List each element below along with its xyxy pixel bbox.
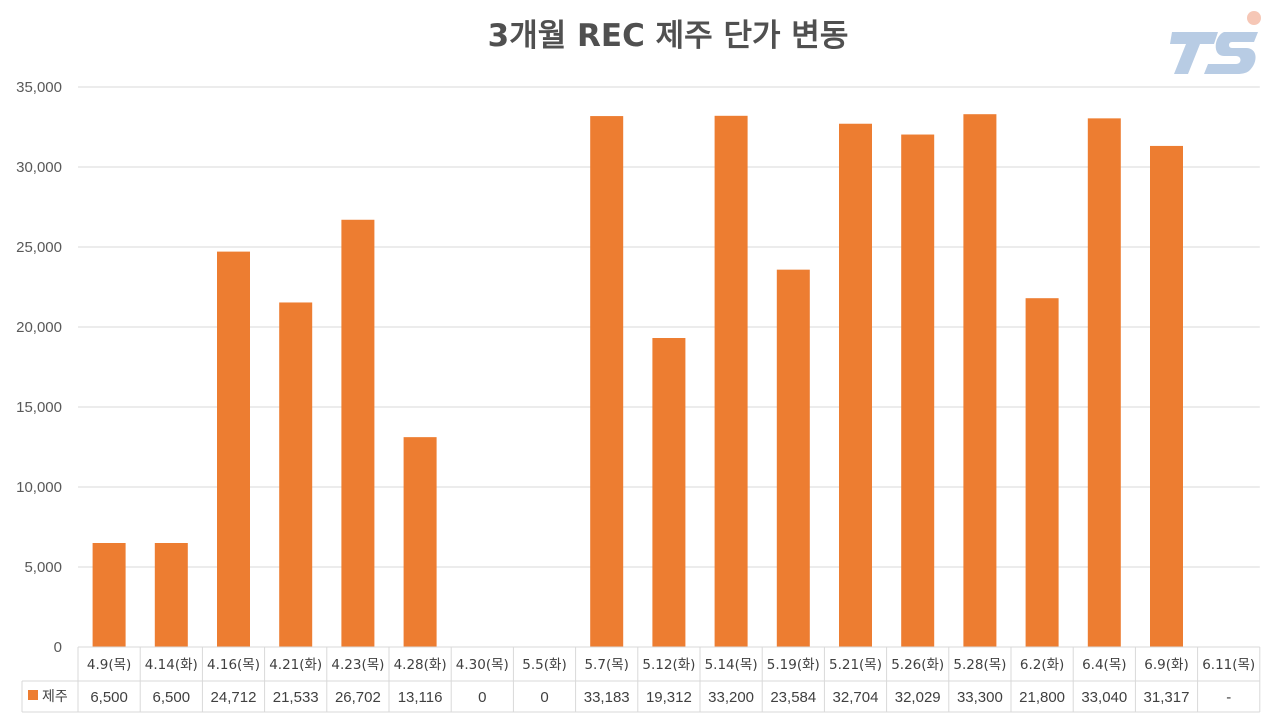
bar [901, 134, 935, 647]
data-table: 4.9(목) 4.14(화) 4.16(목) 4.21(화) 4.23(목) 4.28(화… [21, 646, 1261, 713]
bar [590, 116, 624, 647]
x-category-label: 4.28(화) [394, 657, 447, 673]
ts-logo-icon [1170, 11, 1261, 74]
data-label: - [1226, 689, 1231, 706]
bar [1025, 298, 1059, 647]
data-label: 0 [540, 689, 548, 706]
bar [341, 219, 375, 647]
x-category-label: 4.30(목) [456, 657, 509, 673]
y-tick-label: 20,000 [16, 319, 62, 336]
bars [92, 114, 1183, 648]
x-category-label: 6.9(화) [1144, 657, 1188, 673]
data-label: 31,317 [1144, 689, 1190, 706]
y-tick-label: 35,000 [16, 79, 62, 96]
bar [92, 543, 126, 647]
bar [1150, 145, 1183, 648]
bar [776, 269, 810, 647]
x-category-label: 5.28(목) [953, 657, 1006, 673]
chart-title: 3개월 REC 제주 단가 변동 [487, 18, 849, 54]
y-tick-label: 0 [54, 639, 62, 656]
x-category-label: 5.26(화) [891, 657, 944, 673]
data-label: 33,200 [708, 689, 754, 706]
data-label: 21,533 [273, 689, 319, 706]
x-category-label: 5.14(목) [705, 657, 758, 673]
x-category-label: 5.12(화) [642, 657, 695, 673]
x-category-label: 4.16(목) [207, 657, 260, 673]
bar [963, 114, 997, 647]
y-axis: 0 5,000 10,000 15,000 20,000 25,000 30,000 35,0… [16, 79, 62, 656]
data-label: 33,183 [584, 689, 630, 706]
data-label: 0 [478, 689, 486, 706]
x-category-label: 4.9(목) [87, 657, 131, 673]
y-tick-label: 25,000 [16, 239, 62, 256]
x-category-label: 5.19(화) [767, 657, 820, 673]
bar [652, 338, 686, 647]
bar [279, 302, 313, 647]
data-label: 6,500 [153, 689, 191, 706]
data-label: 23,584 [770, 689, 816, 706]
data-label: 32,704 [833, 689, 879, 706]
data-label: 33,040 [1081, 689, 1127, 706]
x-category-label: 4.23(목) [331, 657, 384, 673]
x-category-label: 4.21(화) [269, 657, 322, 673]
data-label: 13,116 [398, 689, 443, 706]
x-category-label: 5.21(목) [829, 657, 882, 673]
data-label: 32,029 [895, 689, 941, 706]
x-category-label: 6.2(화) [1020, 657, 1064, 673]
data-label: 33,300 [957, 689, 1003, 706]
bar [839, 123, 872, 647]
y-tick-label: 15,000 [16, 399, 62, 416]
bar [1087, 118, 1121, 648]
legend-label: 제주 [42, 689, 68, 705]
x-category-label: 4.14(화) [145, 657, 198, 673]
y-tick-label: 5,000 [24, 559, 62, 576]
x-category-label: 5.5(화) [522, 657, 566, 673]
bar [154, 543, 188, 647]
data-label: 21,800 [1019, 689, 1065, 706]
data-label: 6,500 [90, 689, 128, 706]
y-tick-label: 30,000 [16, 159, 62, 176]
data-label: 26,702 [335, 689, 381, 706]
bar [714, 115, 748, 648]
data-label: 19,312 [646, 689, 692, 706]
legend-swatch [28, 690, 38, 700]
data-label: 24,712 [211, 689, 257, 706]
y-tick-label: 10,000 [16, 479, 62, 496]
x-category-label: 5.7(목) [584, 657, 628, 673]
bar [403, 437, 437, 647]
x-category-label: 6.4(목) [1082, 657, 1126, 673]
bar [217, 251, 250, 647]
x-category-label: 6.11(목) [1202, 657, 1255, 673]
